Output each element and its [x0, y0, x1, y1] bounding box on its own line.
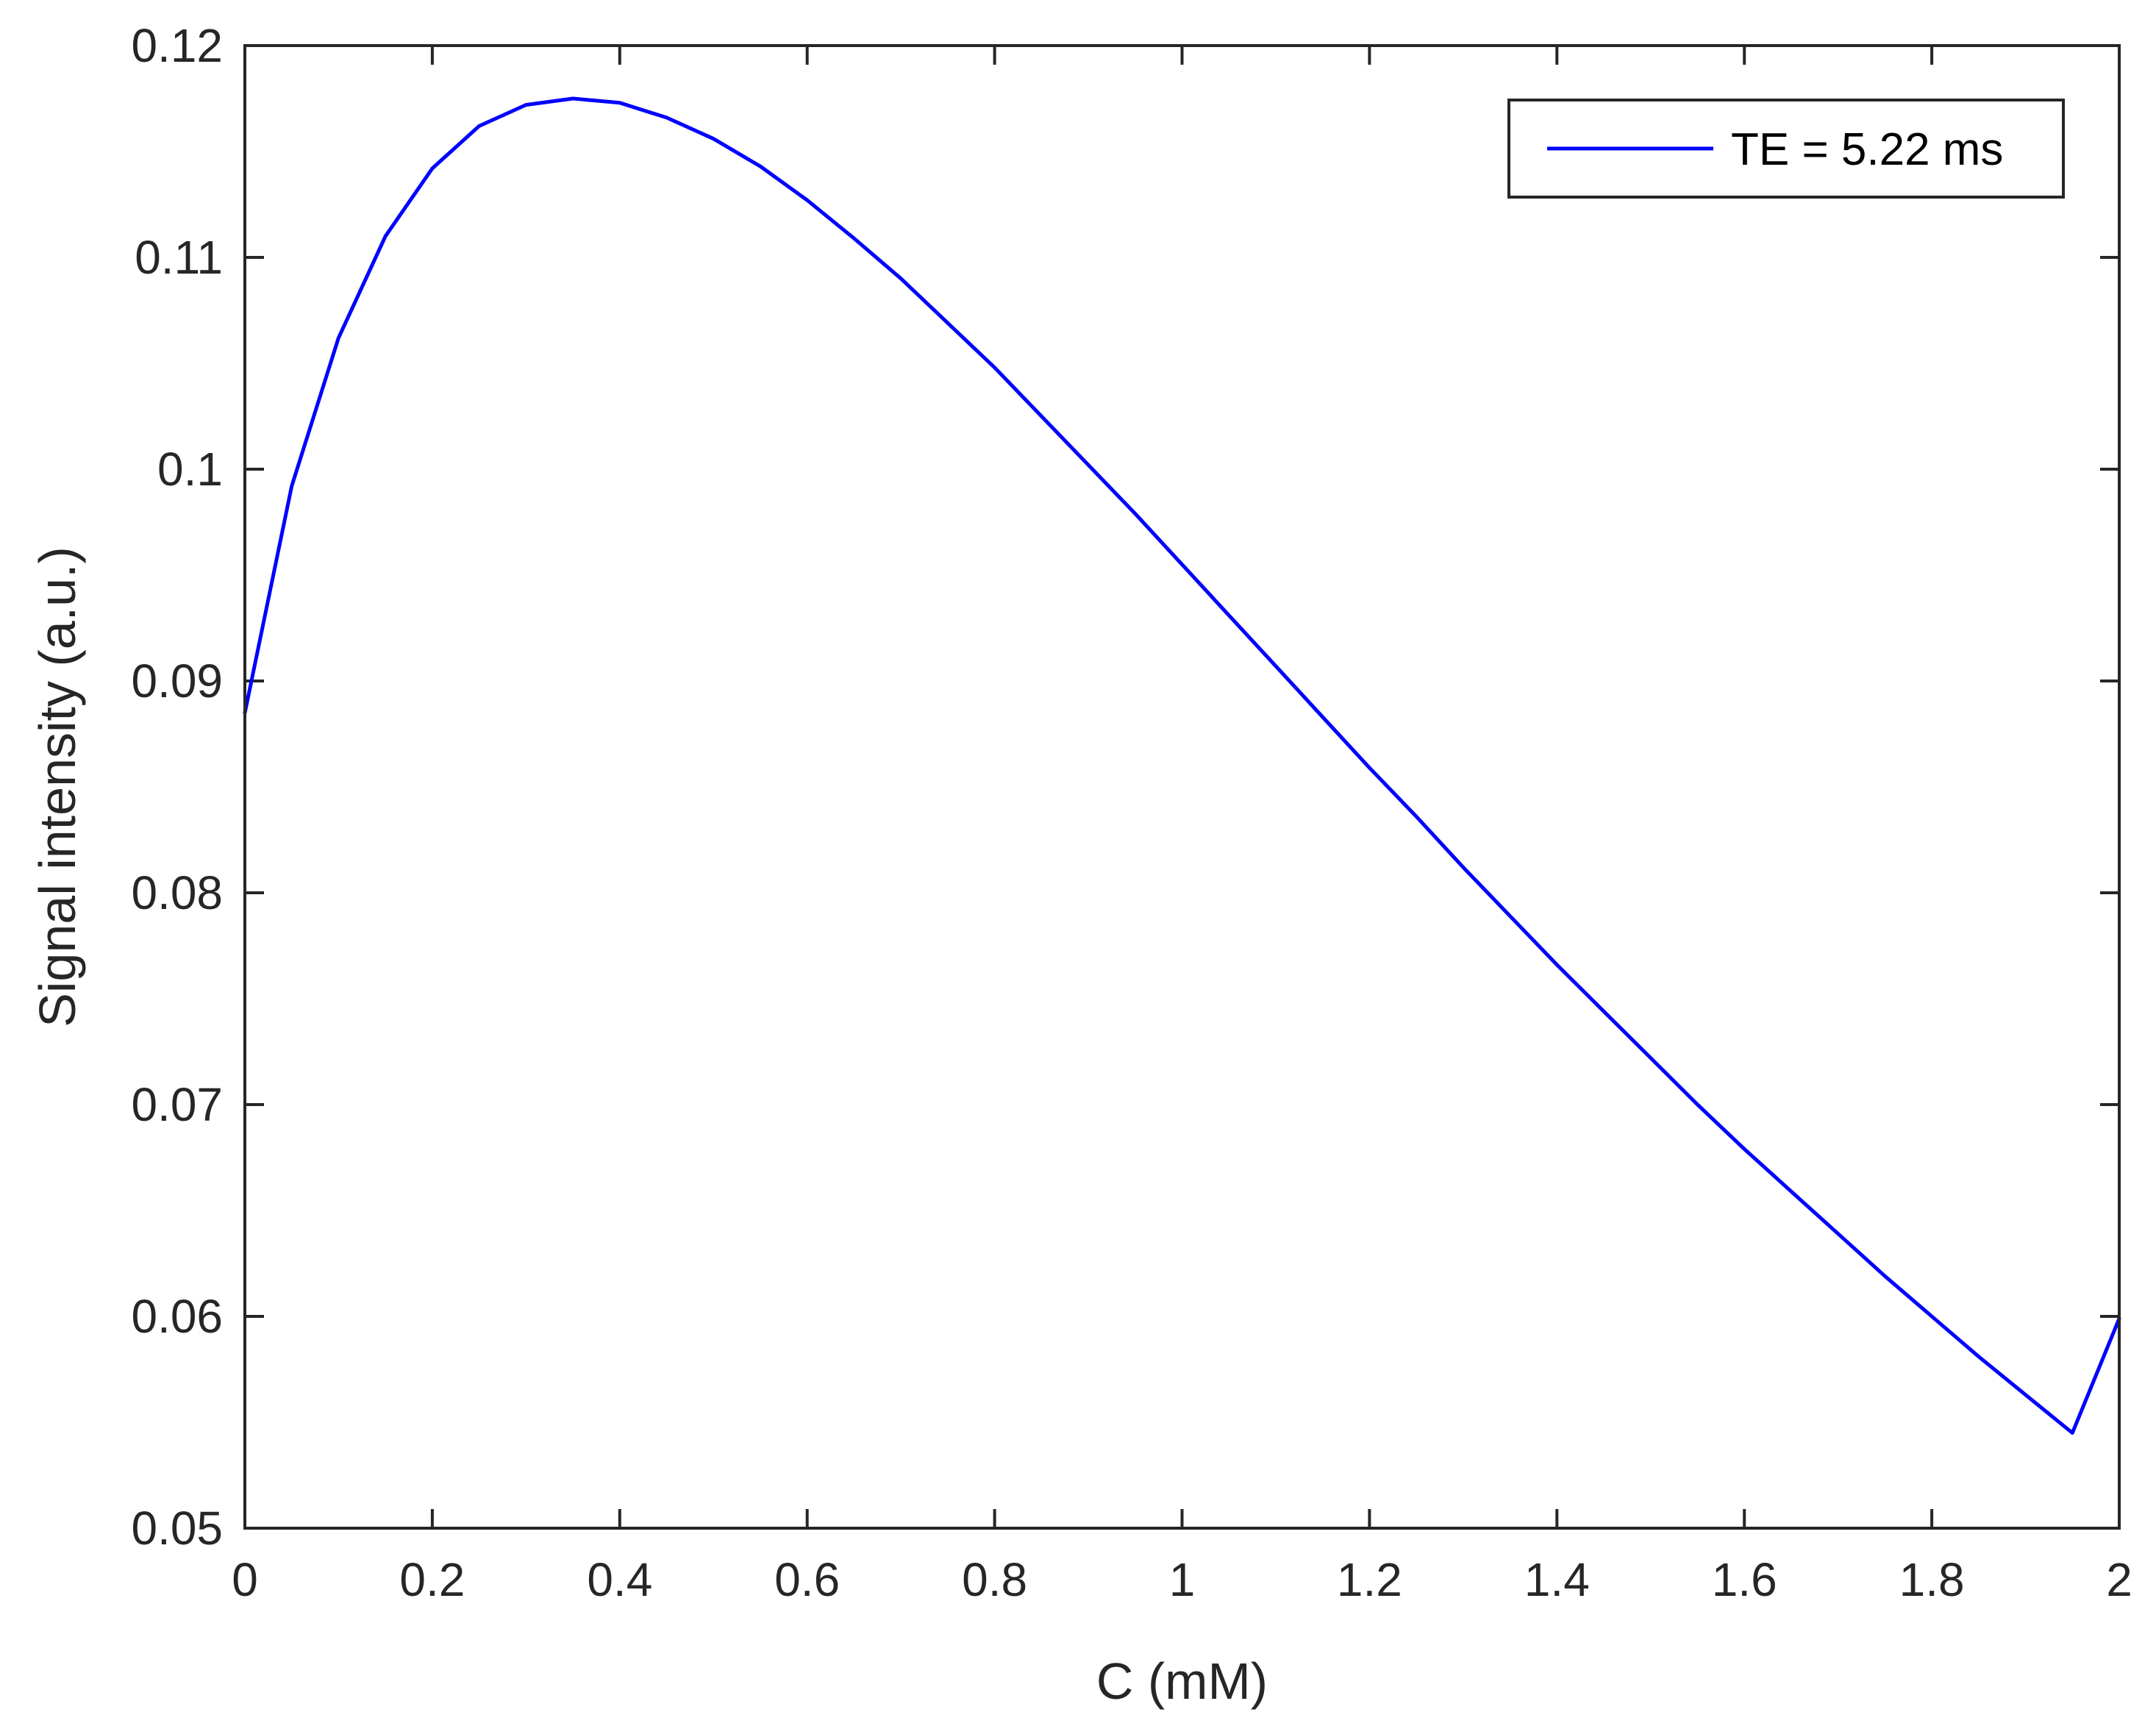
y-tick-label-4: 0.09: [131, 655, 223, 707]
x-tick-label-10: 2: [2106, 1553, 2132, 1606]
y-tick-label-6: 0.11: [135, 231, 223, 284]
legend: TE = 5.22 ms: [1507, 99, 2065, 199]
x-axis-label: C (mM): [1096, 1652, 1268, 1710]
x-tick-label-3: 0.6: [774, 1553, 840, 1606]
x-tick-label-6: 1.2: [1337, 1553, 1402, 1606]
legend-entry-label: TE = 5.22 ms: [1731, 124, 2003, 175]
y-tick-label-0: 0.05: [131, 1502, 223, 1555]
x-tick-label-7: 1.4: [1524, 1553, 1590, 1606]
x-tick-label-1: 0.2: [399, 1553, 465, 1606]
x-tick-label-2: 0.4: [587, 1553, 652, 1606]
y-tick-label-3: 0.08: [131, 866, 223, 919]
x-tick-label-4: 0.8: [962, 1553, 1027, 1606]
y-tick-label-1: 0.06: [131, 1290, 223, 1343]
x-tick-label-0: 0: [232, 1553, 258, 1606]
series-layer: [243, 96, 2121, 1435]
tick-labels: 0 0.2 0.4 0.6 0.8 1 1.2 1.4 1.6 1.8 2 0.05 0.06 0.07 0…: [131, 19, 2132, 1606]
y-axis-label: Signal intensity (a.u.): [29, 546, 86, 1027]
plot-area-border: [243, 44, 2121, 1530]
x-tick-label-8: 1.6: [1712, 1553, 1777, 1606]
y-tick-label-5: 0.1: [157, 443, 223, 496]
y-tick-label-2: 0.07: [131, 1078, 223, 1131]
y-tick-label-7: 0.12: [131, 19, 223, 72]
x-tick-label-9: 1.8: [1899, 1553, 1965, 1606]
series-line-0: [243, 96, 2121, 1435]
x-tick-label-5: 1: [1169, 1553, 1196, 1606]
